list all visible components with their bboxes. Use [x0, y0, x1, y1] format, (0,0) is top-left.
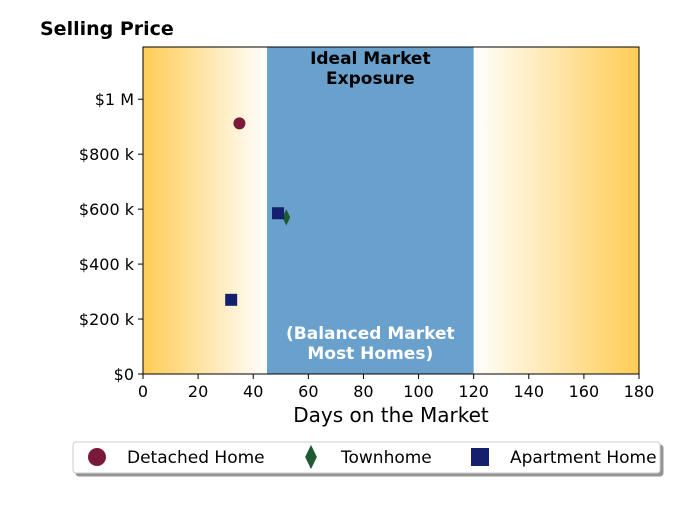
legend-box [72, 441, 661, 474]
x-tick-label: 20 [188, 382, 208, 401]
apartment-home-point [225, 293, 238, 306]
x-tick-label: 100 [403, 382, 434, 401]
y-tick-label: $600 k [79, 200, 135, 219]
x-tick-label: 0 [138, 382, 148, 401]
x-tick-label: 80 [353, 382, 373, 401]
x-tick-label: 160 [569, 382, 600, 401]
x-tick-label: 120 [458, 382, 489, 401]
legend-marker-apartment-home [471, 448, 489, 466]
detached-home-point [233, 117, 246, 130]
band-label-bottom-line: (Balanced Market [286, 324, 455, 344]
apartment-home-point [272, 207, 285, 220]
data-points [225, 117, 291, 306]
plot-frame [142, 46, 640, 375]
chart-title: Selling Price [40, 18, 174, 40]
legend-label-apartment-home: Apartment Home [510, 448, 657, 468]
legend-marker-townhome [305, 444, 317, 470]
legend-label-detached-home: Detached Home [127, 448, 265, 468]
y-tick-label: $1 M [95, 90, 134, 109]
y-tick-label: $200 k [79, 310, 135, 329]
plot-background [143, 47, 639, 374]
legend: Detached Home Townhome Apartment Home [72, 441, 661, 474]
townhome-point [282, 209, 291, 226]
x-tick-label: 40 [243, 382, 263, 401]
y-axis: $0 $200 k $400 k $600 k $800 k $1 M [79, 90, 143, 384]
y-tick-label: $400 k [79, 255, 135, 274]
ideal-exposure-band [267, 47, 474, 374]
legend-marker-detached-home [88, 448, 106, 466]
x-tick-label: 180 [624, 382, 655, 401]
x-axis: 0 20 40 60 80 100 120 140 160 180 [138, 374, 654, 401]
x-axis-label: Days on the Market [293, 403, 489, 427]
band-label-top-line: Exposure [326, 69, 415, 89]
x-tick-label: 60 [298, 382, 318, 401]
left-gradient-region [143, 47, 267, 374]
legend-label-townhome: Townhome [340, 448, 432, 468]
right-gradient-region [473, 47, 639, 374]
y-tick-label: $800 k [79, 145, 135, 164]
band-label-top-line: Ideal Market [310, 49, 431, 69]
band-label-bottom-line: Most Homes) [307, 344, 433, 364]
x-tick-label: 140 [514, 382, 545, 401]
y-tick-label: $0 [114, 365, 134, 384]
